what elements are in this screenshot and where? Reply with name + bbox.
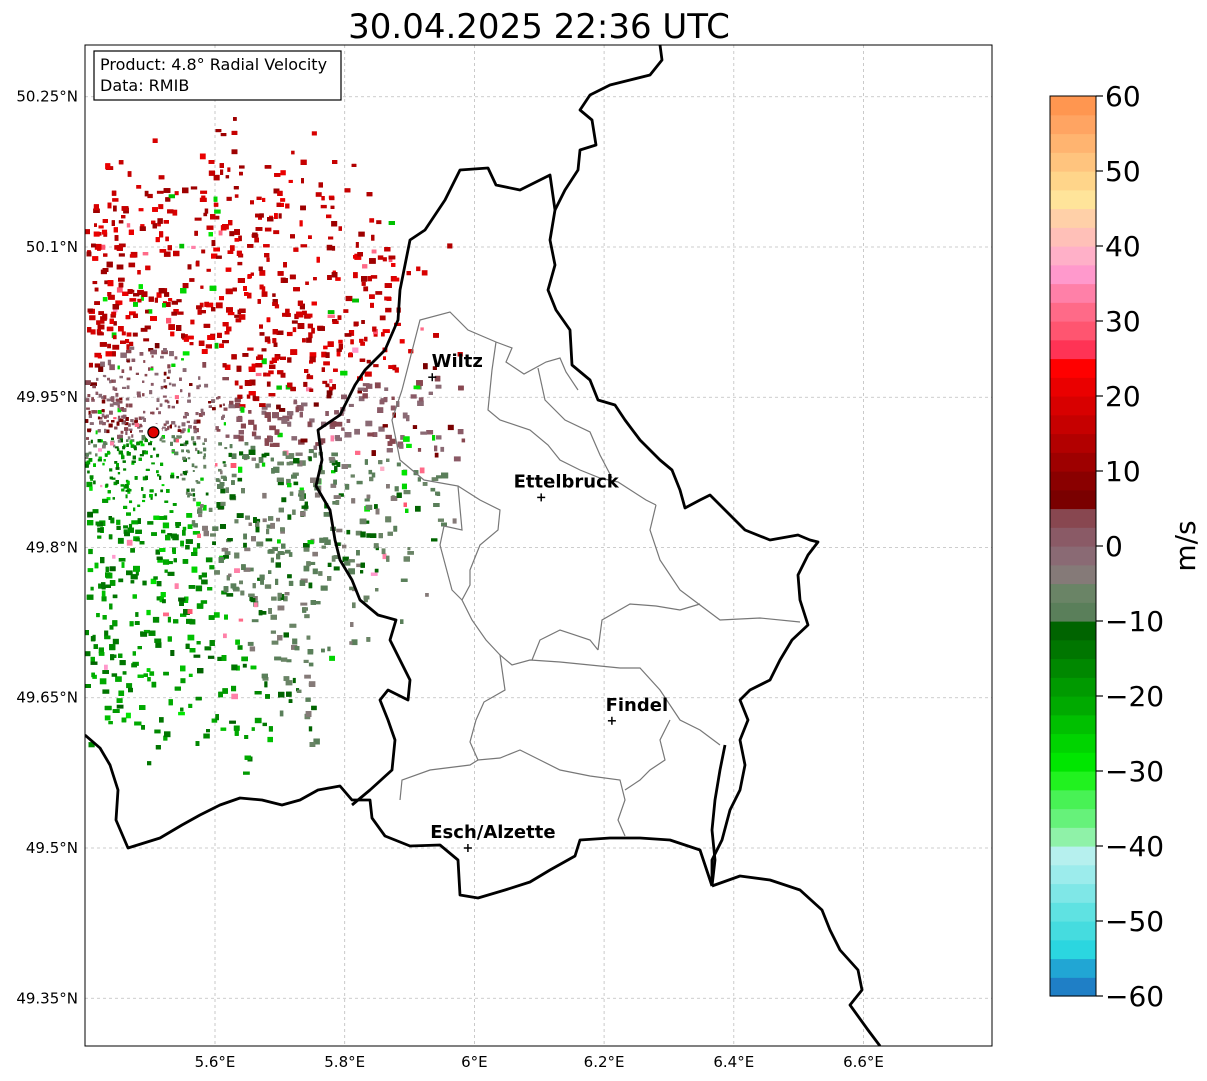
colorbar-segment — [1050, 414, 1096, 435]
colorbar-segment — [1050, 471, 1096, 491]
colorbar-segment — [1050, 114, 1096, 135]
colorbar-segment — [1050, 864, 1096, 885]
colorbar-segment — [1050, 808, 1096, 828]
colorbar-segment — [1050, 564, 1096, 585]
map-background — [85, 45, 992, 1046]
radar-site-marker — [144, 423, 163, 442]
colorbar-segment — [1050, 677, 1096, 697]
colorbar-segment — [1050, 583, 1096, 603]
colorbar-segment — [1050, 752, 1096, 772]
lat-tick-label: 49.65°N — [16, 689, 78, 707]
colorbar-tick-label: 0 — [1105, 530, 1123, 563]
colorbar-segment — [1050, 658, 1096, 678]
colorbar-segment — [1050, 152, 1096, 172]
colorbar-segment — [1050, 639, 1096, 660]
info-data-source: Data: RMIB — [100, 76, 189, 95]
colorbar-tick-label: −60 — [1105, 980, 1164, 1013]
colorbar-segment — [1050, 508, 1096, 528]
colorbar-segment — [1050, 733, 1096, 753]
colorbar-segment — [1050, 714, 1096, 735]
colorbar-segment — [1050, 827, 1096, 847]
colorbar-segment — [1050, 958, 1096, 978]
map-axes: 5.6°E 5.8°E 6°E 6.2°E 6.4°E 6.6°E 49.35°N 49.5°… — [16, 88, 884, 1071]
colorbar-segment — [1050, 883, 1096, 903]
colorbar-segment — [1050, 396, 1096, 416]
lon-tick-label: 6.2°E — [584, 1053, 625, 1071]
colorbar-segment — [1050, 264, 1096, 285]
map-title: 30.04.2025 22:36 UTC — [348, 7, 730, 47]
lat-tick-label: 49.5°N — [26, 839, 78, 857]
colorbar-segment — [1050, 208, 1096, 228]
national-borders — [85, 45, 882, 1046]
colorbar-segment — [1050, 96, 1096, 116]
colorbar-segment — [1050, 527, 1096, 547]
colorbar-segment — [1050, 546, 1096, 566]
lon-tick-label: 6.6°E — [843, 1053, 884, 1071]
colorbar-label: m/s — [1169, 520, 1202, 571]
info-product: Product: 4.8° Radial Velocity — [100, 55, 327, 74]
colorbar-segment — [1050, 283, 1096, 303]
lon-tick-label: 5.8°E — [324, 1053, 365, 1071]
colorbar-segment — [1050, 939, 1096, 960]
colorbar-segment — [1050, 977, 1096, 997]
colorbar-tick-label: −40 — [1105, 830, 1164, 863]
map-area: Wiltz Ettelbruck Findel Esch/Alzette — [85, 45, 992, 1046]
colorbar-segment — [1050, 771, 1096, 791]
city-label: Wiltz — [432, 351, 483, 372]
lat-tick-label: 50.25°N — [16, 88, 78, 106]
colorbar-tick-label: 50 — [1105, 155, 1141, 188]
colorbar-tick-label: 40 — [1105, 230, 1141, 263]
colorbar-segment — [1050, 921, 1096, 941]
colorbar-segment — [1050, 621, 1096, 641]
colorbar-segment — [1050, 227, 1096, 247]
colorbar-tick-label: 30 — [1105, 305, 1141, 338]
city-markers: Wiltz Ettelbruck Findel Esch/Alzette — [428, 351, 668, 852]
info-box-frame — [93, 50, 342, 101]
colorbar-segment — [1050, 321, 1096, 341]
colorbar-segment — [1050, 171, 1096, 191]
radar-velocity-layer — [85, 117, 466, 775]
colorbar-segment — [1050, 358, 1096, 378]
velocity-colorbar: 60 50 40 30 20 10 0 −10 −20 −30 −40 −50 −60 m/s — [1049, 80, 1202, 1013]
radar-site-dot — [147, 426, 160, 439]
lat-tick-label: 50.1°N — [26, 238, 78, 256]
lat-tick-label: 49.95°N — [16, 388, 78, 406]
city-label: Esch/Alzette — [430, 822, 555, 843]
lon-tick-label: 6.4°E — [713, 1053, 754, 1071]
colorbar-segment — [1050, 789, 1096, 810]
colorbar-tick-label: −50 — [1105, 905, 1164, 938]
colorbar-segment — [1050, 602, 1096, 622]
lat-tick-label: 49.35°N — [16, 989, 78, 1007]
colorbar-segment — [1050, 489, 1096, 510]
colorbar-segment — [1050, 452, 1096, 472]
colorbar-segment — [1050, 339, 1096, 360]
colorbar-segment — [1050, 189, 1096, 210]
city-label: Ettelbruck — [514, 471, 620, 492]
colorbar-segment — [1050, 246, 1096, 266]
canton-boundaries — [391, 311, 801, 837]
colorbar-tick-label: −10 — [1105, 605, 1164, 638]
colorbar-segment — [1050, 302, 1096, 322]
colorbar-segment — [1050, 696, 1096, 716]
colorbar-segment — [1050, 433, 1096, 453]
colorbar-segment — [1050, 377, 1096, 397]
colorbar-segment — [1050, 902, 1096, 922]
lat-tick-label: 49.8°N — [26, 538, 78, 556]
colorbar-tick-label: 10 — [1105, 455, 1141, 488]
colorbar-tick-label: 20 — [1105, 380, 1141, 413]
colorbar-tick-label: −20 — [1105, 680, 1164, 713]
city-label: Findel — [606, 695, 669, 716]
colorbar-segment — [1050, 133, 1096, 153]
info-box: Product: 4.8° Radial Velocity Data: RMIB — [93, 50, 342, 101]
map-frame — [84, 44, 993, 1047]
lon-tick-label: 6°E — [461, 1053, 488, 1071]
colorbar-segment — [1050, 846, 1096, 866]
colorbar-tick-label: 60 — [1105, 80, 1141, 113]
lon-tick-label: 5.6°E — [195, 1053, 236, 1071]
colorbar-tick-label: −30 — [1105, 755, 1164, 788]
